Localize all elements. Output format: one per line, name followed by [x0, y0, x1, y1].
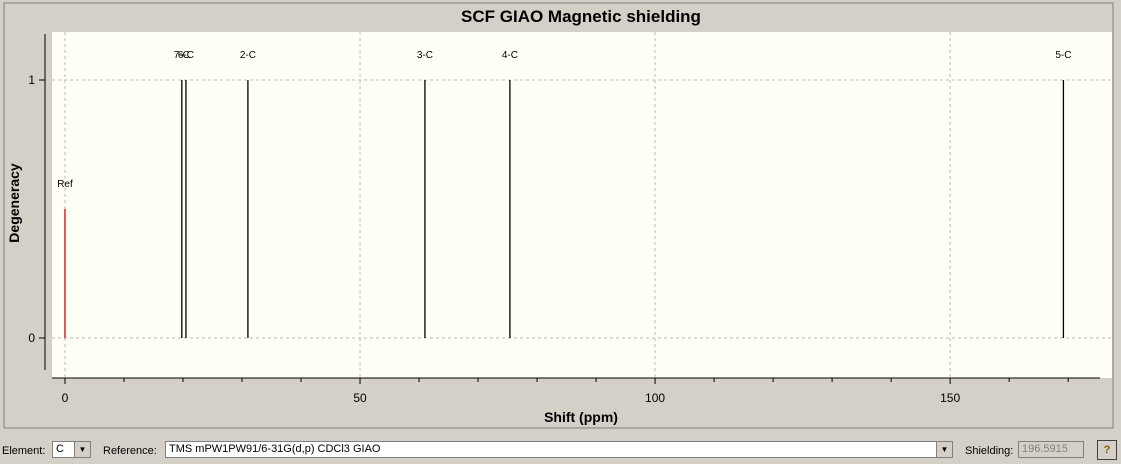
x-tick-label: 50 — [353, 391, 367, 405]
peak-label: 2-C — [240, 50, 256, 61]
reference-value: TMS mPW1PW91/6-31G(d,p) CDCl3 GIAO — [169, 443, 381, 455]
reference-label: Reference: — [103, 445, 157, 457]
dropdown-arrow: ▼ — [936, 442, 952, 457]
x-tick-label: 100 — [645, 391, 665, 405]
chart: SCF GIAO Magnetic shielding Shift (ppm) … — [3, 2, 1114, 429]
plot-area — [52, 32, 1112, 378]
y-tick-label: 0 — [28, 331, 35, 345]
help-button[interactable]: ? — [1097, 440, 1117, 460]
element-label: Element: — [2, 445, 46, 457]
chart-title: SCF GIAO Magnetic shielding — [461, 7, 701, 26]
reference-select[interactable]: TMS mPW1PW91/6-31G(d,p) CDCl3 GIAO ▼ — [165, 441, 953, 458]
shielding-field: 196.5915 — [1018, 441, 1084, 458]
y-tick-label: 1 — [28, 73, 35, 87]
peak-label: 7-C — [174, 50, 190, 61]
peak-label: 6-C — [178, 50, 194, 61]
element-select[interactable]: C ▼ — [52, 441, 91, 458]
x-tick-label: 0 — [62, 391, 69, 405]
x-tick-label: 150 — [940, 391, 960, 405]
element-value: C — [56, 443, 64, 455]
x-axis-label: Shift (ppm) — [544, 409, 618, 425]
peak-label: 5-C — [1055, 50, 1071, 61]
dropdown-arrow: ▼ — [74, 442, 90, 457]
peak-label: Ref — [57, 179, 73, 190]
y-axis-label: Degeneracy — [6, 163, 22, 243]
shielding-label: Shielding: — [965, 445, 1014, 457]
peak-label: 3-C — [417, 50, 433, 61]
peak-label: 4-C — [502, 50, 518, 61]
